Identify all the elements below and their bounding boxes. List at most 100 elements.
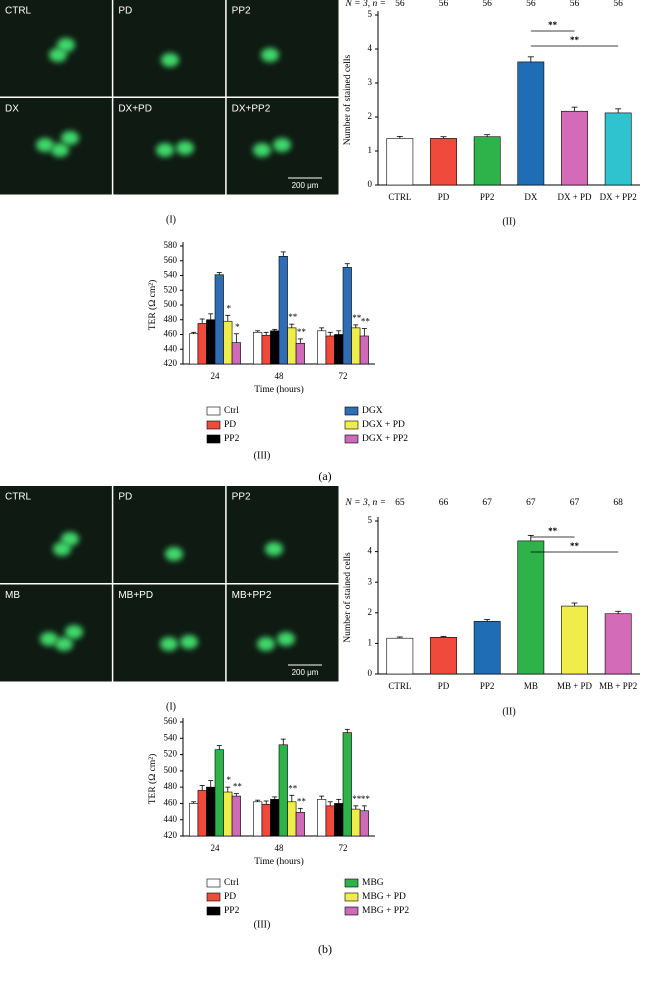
significance-label: ** — [297, 796, 307, 806]
legend-swatch — [206, 878, 221, 888]
legend-label: PD — [224, 892, 236, 902]
legend-swatch — [344, 906, 359, 916]
micrograph-label: PP2 — [232, 492, 251, 503]
y-tick-label: 420 — [164, 358, 178, 368]
micrograph-label: MB+PD — [118, 590, 153, 601]
error-bar — [361, 805, 367, 811]
x-tick-label: PP2 — [480, 681, 495, 691]
stained-cell — [40, 632, 58, 646]
micrograph-label: PP2 — [232, 6, 251, 17]
bar — [295, 812, 305, 837]
significance-label: ** — [548, 526, 558, 536]
stained-cell — [61, 532, 79, 546]
error-bar — [280, 738, 286, 745]
figure-label: (a) — [318, 469, 331, 483]
error-bar — [396, 135, 403, 139]
legend-label: Ctrl — [224, 878, 239, 888]
error-bar — [440, 136, 447, 139]
significance-label: ** — [233, 782, 243, 792]
micrograph-label: DX+PD — [118, 104, 152, 115]
legend-label: DGX + PP2 — [362, 434, 408, 444]
legend-label: MBG + PP2 — [362, 906, 409, 916]
y-tick-label: 460 — [164, 329, 178, 339]
stained-cell — [156, 143, 174, 157]
error-bar — [199, 785, 205, 791]
error-bar — [255, 330, 261, 333]
legend-swatch — [344, 434, 359, 444]
significance-label: ** — [297, 327, 307, 337]
legend-swatch — [344, 892, 359, 902]
error-bar — [615, 108, 622, 113]
error-bar — [344, 263, 350, 268]
x-tick-label: DX — [524, 192, 537, 202]
y-tick-label: 580 — [164, 240, 178, 250]
x-tick-label: PD — [438, 192, 450, 202]
error-bar — [255, 799, 261, 802]
y-tick-label: 560 — [164, 255, 178, 265]
bar — [334, 334, 344, 365]
error-bar — [353, 805, 359, 810]
error-bar — [191, 331, 197, 334]
x-tick-label: 24 — [211, 843, 221, 853]
error-bar — [327, 801, 333, 806]
error-bar — [191, 801, 197, 804]
error-bar — [208, 313, 214, 320]
micrograph-tile — [113, 0, 226, 97]
y-tick-label: 2 — [368, 111, 373, 121]
micrograph-tile — [0, 584, 112, 682]
significance-label: ** — [361, 794, 371, 804]
stained-cell — [36, 138, 54, 152]
legend-swatch — [344, 406, 359, 416]
significance-label: ** — [361, 317, 371, 327]
x-tick-label: 48 — [275, 371, 285, 381]
micrograph-tile — [226, 486, 339, 583]
micrograph-label: PD — [118, 6, 132, 17]
bar — [517, 540, 545, 675]
n-value: 56 — [395, 0, 405, 9]
error-bar — [233, 793, 239, 797]
legend-label: DGX + PD — [362, 420, 405, 430]
error-bar — [216, 272, 222, 275]
error-bar — [327, 331, 333, 336]
figure-label: (b) — [318, 942, 332, 956]
stained-cell — [160, 637, 178, 651]
y-tick-label: 440 — [164, 814, 178, 824]
significance-label: * — [227, 303, 232, 313]
y-tick-label: 480 — [164, 314, 178, 324]
bar — [197, 790, 207, 837]
micrograph-label: DX+PP2 — [232, 104, 271, 115]
stained-cell — [277, 632, 295, 646]
error-bar — [336, 330, 342, 335]
bar — [197, 323, 207, 365]
bar — [189, 803, 199, 837]
bar — [270, 799, 280, 837]
error-bar — [484, 134, 491, 137]
significance-label: ** — [288, 783, 298, 793]
error-bar — [289, 323, 295, 328]
bar — [287, 327, 297, 365]
n-value: 67 — [526, 498, 536, 508]
legend-label: MBG — [362, 878, 384, 888]
n-value: 56 — [613, 0, 623, 9]
y-tick-label: 460 — [164, 797, 178, 807]
sample-label: N = 3, n = — [344, 0, 386, 9]
x-tick-label: 24 — [211, 371, 221, 381]
bar — [359, 810, 369, 837]
bar — [231, 342, 241, 365]
x-tick-label: 72 — [339, 371, 348, 381]
error-bar — [527, 534, 534, 541]
bar — [351, 327, 361, 365]
x-tick-label: MB + PD — [557, 681, 593, 691]
legend-label: PD — [224, 420, 236, 430]
stained-cell — [53, 542, 71, 556]
error-bar — [263, 331, 269, 336]
x-tick-label: 72 — [339, 843, 348, 853]
bar — [317, 330, 327, 365]
y-tick-label: 0 — [368, 179, 373, 189]
bar — [561, 605, 588, 675]
chart-caption: (III) — [254, 919, 271, 930]
sample-label: N = 3, n = — [344, 498, 386, 508]
error-bar — [208, 780, 214, 788]
x-tick-label: CTRL — [388, 192, 411, 202]
